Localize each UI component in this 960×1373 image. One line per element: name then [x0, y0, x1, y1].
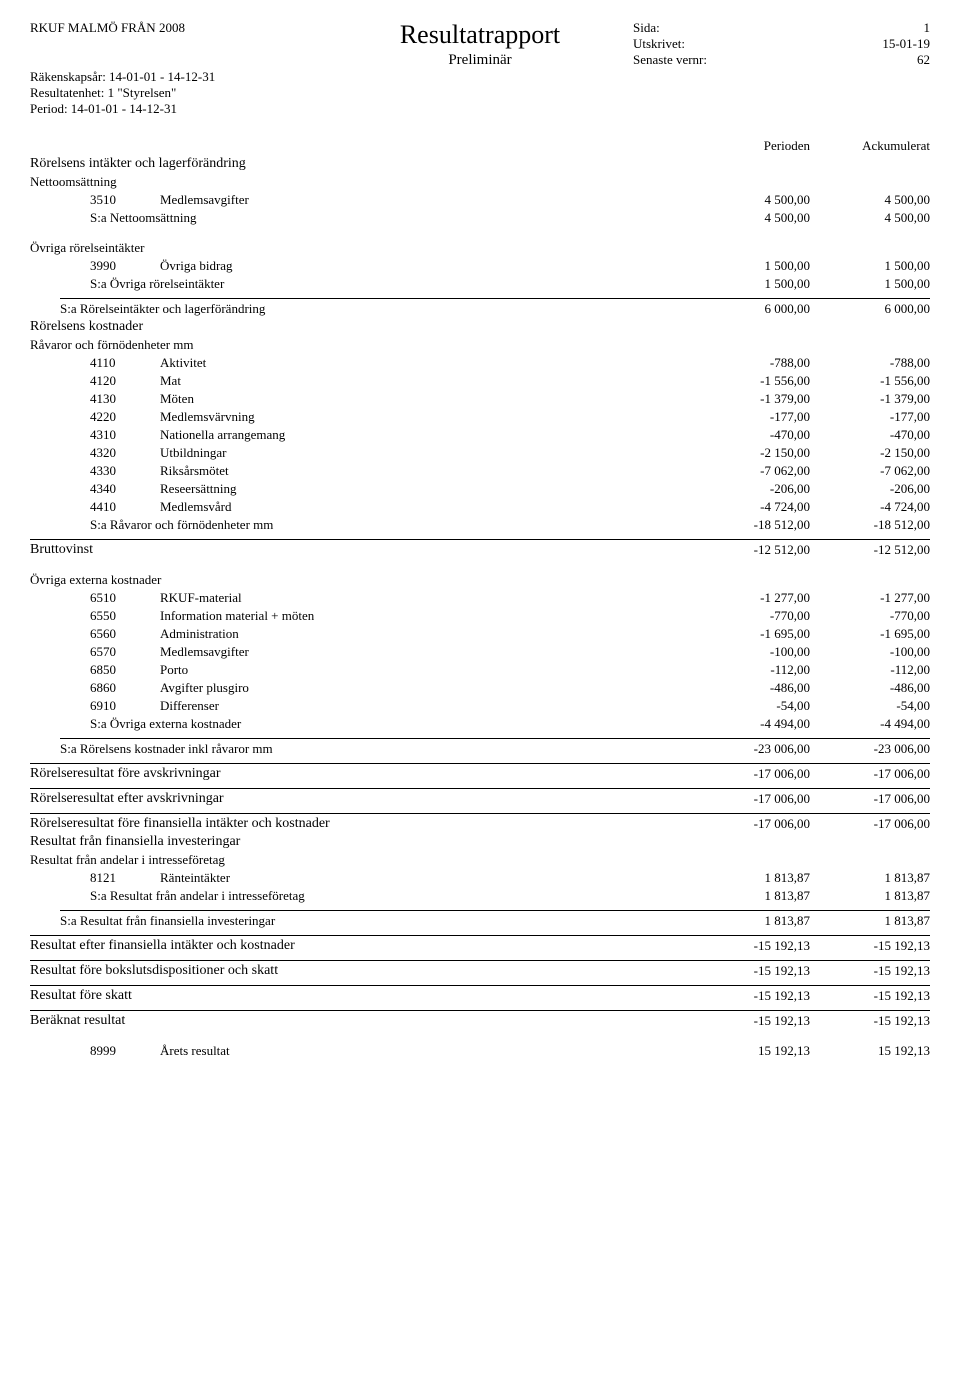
row-6560: 6560Administration-1 695,00-1 695,00 — [30, 625, 930, 643]
beraknat-resultat: Beräknat resultat-15 192,13-15 192,13 — [30, 1012, 930, 1030]
header-right: Sida: 1 Utskrivet: 15-01-19 Senaste vernr:… — [633, 20, 930, 68]
row-6860: 6860Avgifter plusgiro-486,00-486,00 — [30, 679, 930, 697]
sum-ovrigint: S:a Övriga rörelseintäkter1 500,001 500,… — [30, 275, 930, 293]
sum-rorkost: S:a Rörelsens kostnader inkl råvaror mm-… — [30, 740, 930, 758]
rakenskap-line: Räkenskapsår: 14-01-01 - 14-12-31 — [30, 69, 930, 85]
row-4330: 4330Riksårsmötet-7 062,00-7 062,00 — [30, 462, 930, 480]
sub-andelar: Resultat från andelar i intresseföretag — [30, 851, 930, 869]
period-line: Period: 14-01-01 - 14-12-31 — [30, 101, 930, 117]
res-efter-avsk: Rörelseresultat efter avskrivningar-17 0… — [30, 790, 930, 808]
row-4340: 4340Reseersättning-206,00-206,00 — [30, 480, 930, 498]
row-6570: 6570Medlemsavgifter-100,00-100,00 — [30, 643, 930, 661]
res-efter-fin: Resultat efter finansiella intäkter och … — [30, 937, 930, 955]
row-4410: 4410Medlemsvård-4 724,00-4 724,00 — [30, 498, 930, 516]
sum-andelar: S:a Resultat från andelar i intresseföre… — [30, 887, 930, 905]
row-6510: 6510RKUF-material-1 277,00-1 277,00 — [30, 589, 930, 607]
report-title: Resultatrapport — [332, 20, 629, 50]
res-fore-bok: Resultat före bokslutsdispositioner och … — [30, 962, 930, 980]
section-intakter: Rörelsens intäkter och lagerförändring — [30, 155, 930, 173]
row-4120: 4120Mat-1 556,00-1 556,00 — [30, 372, 930, 390]
sub-ravaror: Råvaror och förnödenheter mm — [30, 336, 930, 354]
sub-netto: Nettoomsättning — [30, 173, 930, 191]
row-8999: 8999Årets resultat15 192,1315 192,13 — [30, 1042, 930, 1060]
res-fore-avsk: Rörelseresultat före avskrivningar-17 00… — [30, 765, 930, 783]
row-6910: 6910Differenser-54,00-54,00 — [30, 697, 930, 715]
res-fore-fin: Rörelseresultat före finansiella intäkte… — [30, 815, 930, 833]
senaste-value: 62 — [850, 52, 930, 68]
sum-fininv: S:a Resultat från finansiella investerin… — [30, 912, 930, 930]
utskrivet-label: Utskrivet: — [633, 36, 753, 52]
sida-label: Sida: — [633, 20, 753, 36]
row-3510: 3510Medlemsavgifter4 500,004 500,00 — [30, 191, 930, 209]
section-kostnader: Rörelsens kostnader — [30, 318, 930, 336]
header-left: RKUF MALMÖ FRÅN 2008 — [30, 20, 327, 36]
sum-rorint: S:a Rörelseintäkter och lagerförändring6… — [30, 300, 930, 318]
report-header: RKUF MALMÖ FRÅN 2008 Resultatrapport Pre… — [30, 20, 930, 69]
resultatenhet-line: Resultatenhet: 1 "Styrelsen" — [30, 85, 930, 101]
header-left-sub: Räkenskapsår: 14-01-01 - 14-12-31 Result… — [30, 69, 930, 117]
bruttovinst: Bruttovinst-12 512,00-12 512,00 — [30, 541, 930, 559]
row-6550: 6550Information material + möten-770,00-… — [30, 607, 930, 625]
row-6850: 6850Porto-112,00-112,00 — [30, 661, 930, 679]
row-4320: 4320Utbildningar-2 150,00-2 150,00 — [30, 444, 930, 462]
sub-ovrigint: Övriga rörelseintäkter — [30, 239, 930, 257]
col-period-header: Perioden — [690, 137, 810, 155]
row-4310: 4310Nationella arrangemang-470,00-470,00 — [30, 426, 930, 444]
res-fore-skatt: Resultat före skatt-15 192,13-15 192,13 — [30, 987, 930, 1005]
sum-ravaror: S:a Råvaror och förnödenheter mm-18 512,… — [30, 516, 930, 534]
sida-value: 1 — [850, 20, 930, 36]
report-table: Perioden Ackumulerat Rörelsens intäkter … — [30, 137, 930, 1060]
row-4110: 4110Aktivitet-788,00-788,00 — [30, 354, 930, 372]
report-subtitle: Preliminär — [332, 52, 629, 69]
row-4130: 4130Möten-1 379,00-1 379,00 — [30, 390, 930, 408]
header-center: Resultatrapport Preliminär — [332, 20, 629, 69]
section-fininv: Resultat från finansiella investeringar — [30, 833, 930, 851]
sub-ovrigext: Övriga externa kostnader — [30, 571, 930, 589]
row-8121: 8121Ränteintäkter1 813,871 813,87 — [30, 869, 930, 887]
col-ack-header: Ackumulerat — [810, 137, 930, 155]
utskrivet-value: 15-01-19 — [850, 36, 930, 52]
sum-ovrigext: S:a Övriga externa kostnader-4 494,00-4 … — [30, 715, 930, 733]
sum-netto: S:a Nettoomsättning4 500,004 500,00 — [30, 209, 930, 227]
senaste-label: Senaste vernr: — [633, 52, 753, 68]
row-4220: 4220Medlemsvärvning-177,00-177,00 — [30, 408, 930, 426]
row-3990: 3990Övriga bidrag1 500,001 500,00 — [30, 257, 930, 275]
org-name: RKUF MALMÖ FRÅN 2008 — [30, 20, 327, 36]
